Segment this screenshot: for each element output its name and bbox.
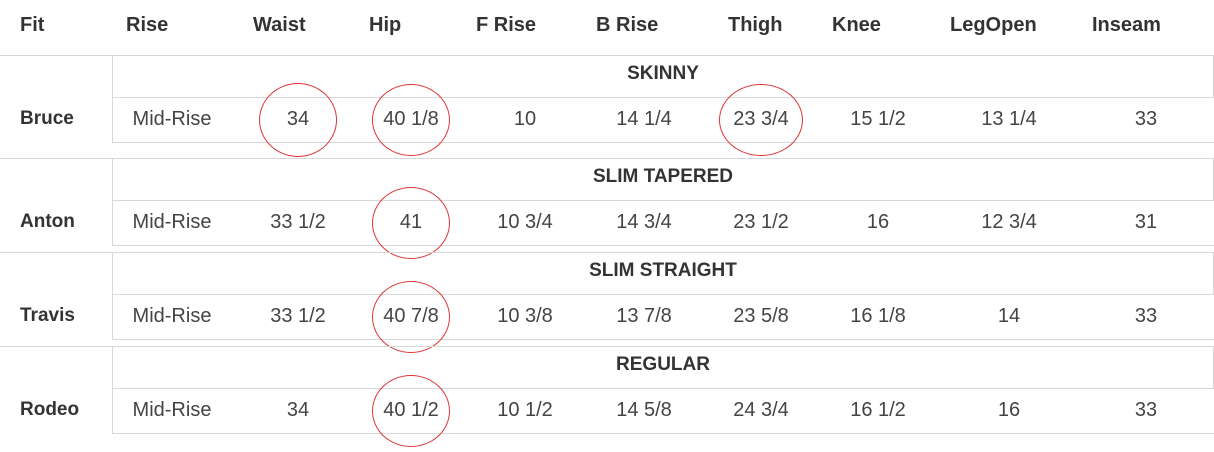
cell-thigh: 23 1/2: [733, 211, 789, 233]
cell-rise: Mid-Rise: [132, 211, 212, 233]
table-row: [112, 97, 1214, 143]
cell-leg-open: 16: [997, 399, 1021, 421]
group-title: REGULAR: [616, 354, 710, 375]
cell-b-rise: 14 5/8: [616, 399, 672, 421]
cell-leg-open: 12 3/4: [981, 211, 1037, 233]
group-title: SLIM STRAIGHT: [589, 260, 737, 281]
cell-leg-open: 14: [997, 305, 1021, 327]
group-title: SLIM TAPERED: [592, 166, 734, 187]
cell-waist: 34: [286, 399, 310, 421]
cell-rise: Mid-Rise: [132, 108, 212, 130]
table-row: [112, 294, 1214, 340]
highlight-circle-hip: [372, 281, 450, 353]
highlight-circle-hip: [372, 187, 450, 259]
cell-f-rise: 10: [513, 108, 537, 130]
fit-name: Rodeo: [20, 399, 80, 420]
cell-f-rise: 10 3/8: [497, 305, 553, 327]
group-title: SKINNY: [627, 63, 699, 84]
cell-leg-open: 13 1/4: [981, 108, 1037, 130]
cell-rise: Mid-Rise: [132, 305, 212, 327]
header-legopen: LegOpen: [950, 14, 1037, 36]
highlight-circle-hip: [372, 375, 450, 447]
cell-thigh: 24 3/4: [733, 399, 789, 421]
group-divider: [0, 252, 1214, 253]
fit-name: Travis: [20, 305, 75, 326]
header-rise: Rise: [126, 14, 169, 36]
cell-inseam: 31: [1134, 211, 1158, 233]
table-row: [112, 200, 1214, 246]
cell-knee: 15 1/2: [850, 108, 906, 130]
cell-inseam: 33: [1134, 305, 1158, 327]
cell-inseam: 33: [1134, 108, 1158, 130]
cell-inseam: 33: [1134, 399, 1158, 421]
cell-b-rise: 13 7/8: [616, 305, 672, 327]
header-b-rise: B Rise: [596, 14, 659, 36]
cell-waist: 33 1/2: [270, 211, 326, 233]
cell-f-rise: 10 1/2: [497, 399, 553, 421]
cell-rise: Mid-Rise: [132, 399, 212, 421]
fit-name: Anton: [20, 211, 75, 232]
group-divider: [0, 55, 1214, 56]
header-hip: Hip: [369, 14, 402, 36]
cell-b-rise: 14 3/4: [616, 211, 672, 233]
cell-waist: 33 1/2: [270, 305, 326, 327]
highlight-circle-thigh: [719, 84, 803, 156]
header-inseam: Inseam: [1092, 14, 1161, 36]
fit-name: Bruce: [20, 108, 74, 129]
highlight-circle-hip: [372, 84, 450, 156]
cell-f-rise: 10 3/4: [497, 211, 553, 233]
group-divider: [0, 158, 1214, 159]
cell-knee: 16 1/2: [850, 399, 906, 421]
cell-b-rise: 14 1/4: [616, 108, 672, 130]
header-fit: Fit: [20, 14, 45, 36]
highlight-circle-waist: [259, 83, 337, 157]
cell-thigh: 23 5/8: [733, 305, 789, 327]
header-f-rise: F Rise: [476, 14, 537, 36]
cell-knee: 16 1/8: [850, 305, 906, 327]
header-thigh: Thigh: [728, 14, 783, 36]
header-knee: Knee: [832, 14, 881, 36]
header-waist: Waist: [253, 14, 306, 36]
table-row: [112, 388, 1214, 434]
group-divider: [0, 346, 1214, 347]
cell-knee: 16: [866, 211, 890, 233]
